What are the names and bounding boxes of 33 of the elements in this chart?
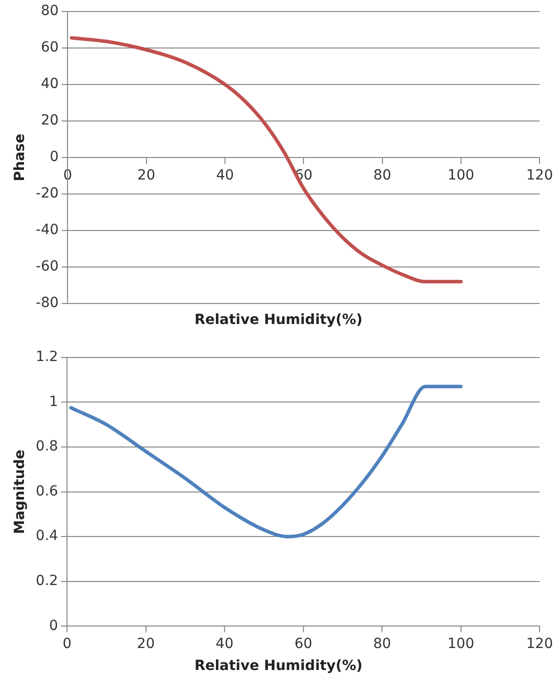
y-axis-title: Phase [12,134,28,182]
y-tick-label: 1 [49,394,58,410]
y-tick-label: 0.4 [36,528,58,544]
y-tick-label: -80 [36,295,59,312]
y-tick-label: -20 [36,186,59,202]
y-tick-label: 0 [50,149,59,166]
x-tick-label: 120 [526,168,554,184]
x-tick-label: 80 [373,636,392,652]
y-tick-label: 0.6 [36,483,58,500]
x-tick-label: 20 [137,168,156,184]
y-tick-label: -40 [36,222,59,238]
y-tick-label: 80 [40,3,59,20]
y-tick-label: 0 [49,618,58,634]
y-tick-label: -60 [36,258,59,275]
x-tick-label: 120 [526,636,554,652]
y-tick-label: 1.2 [36,349,58,366]
y-tick-label: 0.8 [36,438,58,455]
y-tick-label: 0.2 [36,573,58,590]
x-tick-label: 100 [448,168,474,184]
line-series [69,384,463,538]
x-tick-label: 100 [448,636,474,652]
x-tick-label: 40 [216,168,234,184]
x-tick-label: 40 [216,636,234,652]
x-tick-label: 80 [373,168,392,184]
x-tick-label: 60 [294,636,312,652]
x-axis-title: Relative Humidity(%) [193,312,364,328]
y-tick-label: 40 [40,76,59,92]
y-tick-label: 20 [40,112,59,129]
y-tick-label: 60 [40,40,59,56]
x-tick-label: 0 [62,636,72,652]
x-tick-label: 20 [136,636,155,652]
y-axis-title: Magnitude [12,450,28,534]
x-axis-title: Relative Humidity(%) [193,658,364,674]
